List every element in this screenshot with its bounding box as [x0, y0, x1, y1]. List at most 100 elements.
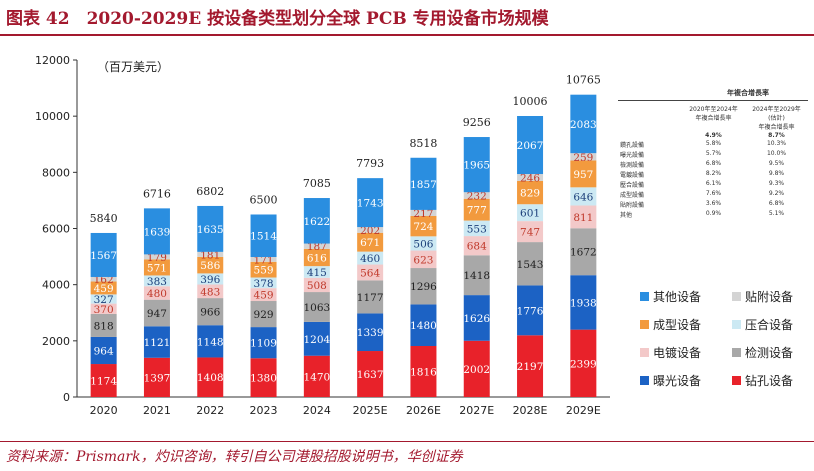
- bar-segment: [250, 257, 277, 262]
- legend-item: 曝光设备: [640, 372, 701, 389]
- bar-data-label: 1204: [303, 334, 330, 346]
- cagr-row: 壓合設備 6.1% 9.3%: [618, 179, 808, 189]
- cagr-cell: 5.8%: [705, 139, 722, 147]
- bar-segment: [517, 180, 544, 205]
- bar-segment: [143, 254, 170, 260]
- bar-segment: [570, 153, 597, 161]
- bar-data-label: 1743: [357, 198, 384, 210]
- bar-total-label: 7085: [303, 177, 331, 190]
- title-rule: [0, 34, 814, 36]
- bar-data-label: 1470: [303, 371, 330, 383]
- cagr-cell: 9.2%: [768, 189, 785, 197]
- legend-label: 其他设备: [653, 290, 702, 304]
- bar-data-label: 2399: [570, 358, 597, 370]
- bar-segment: [410, 236, 437, 251]
- bar-data-label: 601: [520, 208, 540, 220]
- cagr-cell: 6.8%: [768, 199, 785, 207]
- cagr-cell: 9.3%: [768, 179, 785, 187]
- bar-segment: [90, 276, 117, 282]
- bar-data-label: 947: [147, 308, 167, 320]
- cagr-row: 鑽孔設備 5.8% 10.3%: [618, 139, 808, 149]
- bar-total-label: 8518: [409, 137, 437, 150]
- cagr-cell: 電鍍設備: [620, 171, 645, 179]
- cagr-row: 電鍍設備 8.2% 9.8%: [618, 169, 808, 179]
- bar-data-label: 929: [254, 309, 274, 321]
- bar-data-label: 171: [254, 254, 274, 266]
- cagr-cell: 8.7%: [768, 131, 785, 139]
- bar-segment: [357, 227, 384, 233]
- bar-segment: [143, 326, 170, 358]
- legend-label: 钻孔设备: [745, 374, 794, 388]
- y-tick-label: 6000: [42, 223, 70, 236]
- bar-data-label: 1339: [357, 327, 384, 339]
- bar-segment: [250, 301, 277, 328]
- cagr-cell: 5.7%: [705, 149, 722, 157]
- bar-total-label: 6500: [250, 193, 278, 206]
- bar-total-label: 10765: [566, 74, 601, 87]
- legend-swatch: [732, 320, 741, 329]
- bar-data-label: 181: [200, 249, 220, 261]
- legend-label: 成型设备: [653, 318, 702, 332]
- bar-segment: [90, 232, 117, 277]
- bar-total-label: 6716: [143, 187, 171, 200]
- cagr-cell: 檢測設備: [620, 161, 645, 169]
- bar-segment: [250, 214, 277, 258]
- cagr-row: 其他 0.9% 5.1%: [618, 209, 808, 219]
- bar-segment: [570, 94, 597, 154]
- bar-segment: [410, 157, 437, 210]
- bar-data-label: 684: [467, 241, 487, 253]
- bar-segment: [463, 255, 490, 296]
- y-tick-label: 0: [63, 391, 70, 404]
- cagr-row: 成型設備 7.6% 9.2%: [618, 189, 808, 199]
- cagr-table-grid: 2020年至2024年 年複合增長率 2024年至2029年 (估計) 年複合增…: [618, 103, 808, 219]
- legend-item: 检测设备: [732, 344, 793, 361]
- cagr-cell: 5.1%: [768, 209, 785, 217]
- bar-segment: [410, 209, 437, 217]
- bar-total-label: 6802: [196, 185, 224, 198]
- bar-segment: [357, 280, 384, 314]
- bar-total-label: 7793: [356, 157, 384, 170]
- bar-data-label: 1626: [463, 313, 490, 325]
- bar-data-label: 553: [467, 223, 487, 235]
- legend-label: 电镀设备: [653, 346, 702, 360]
- bar-segment: [570, 187, 597, 206]
- bar-data-label: 1635: [197, 224, 224, 236]
- bar-data-label: 1109: [250, 338, 277, 350]
- bar-segment: [250, 277, 277, 289]
- legend-label: 贴附设备: [745, 290, 794, 304]
- bar-segment: [357, 178, 384, 228]
- bar-data-label: 1063: [303, 302, 330, 314]
- bar-segment: [143, 275, 170, 287]
- cagr-table-title: 年複合增長率: [727, 89, 769, 97]
- bar-data-label: 396: [200, 274, 220, 286]
- legend-item: 电镀设备: [640, 344, 701, 361]
- bar-segment: [197, 357, 224, 397]
- legend-swatch: [732, 348, 741, 357]
- bar-data-label: 415: [307, 267, 327, 279]
- y-tick-label: 2000: [42, 335, 70, 348]
- bar-total-label: 5840: [90, 212, 118, 225]
- cagr-cell: 9.8%: [768, 169, 785, 177]
- bar-data-label: 747: [520, 227, 540, 239]
- x-tick-label: 2020: [90, 404, 118, 417]
- x-tick-label: 2029E: [566, 404, 601, 417]
- bar-segment: [463, 137, 490, 193]
- bar-segment: [303, 355, 330, 397]
- figure-title: 图表 42 2020-2029E 按设备类型划分全球 PCB 专用设备市场规模: [6, 9, 549, 29]
- y-tick-label: 12000: [35, 54, 70, 67]
- bar-data-label: 1567: [90, 250, 117, 262]
- legend-swatch: [640, 292, 649, 301]
- bar-data-label: 559: [254, 265, 274, 277]
- legend-label: 曝光设备: [653, 374, 702, 388]
- bar-segment: [570, 160, 597, 188]
- cagr-cell: 7.6%: [705, 189, 722, 197]
- bar-segment: [517, 221, 544, 243]
- cagr-cell: 0.9%: [705, 209, 722, 217]
- bar-segment: [303, 266, 330, 278]
- bar-segment: [143, 286, 170, 300]
- bar-data-label: 1397: [144, 372, 171, 384]
- bar-segment: [303, 321, 330, 356]
- cagr-cell: 10.3%: [766, 139, 787, 147]
- legend-item: 其他设备: [640, 288, 701, 305]
- legend-swatch: [640, 320, 649, 329]
